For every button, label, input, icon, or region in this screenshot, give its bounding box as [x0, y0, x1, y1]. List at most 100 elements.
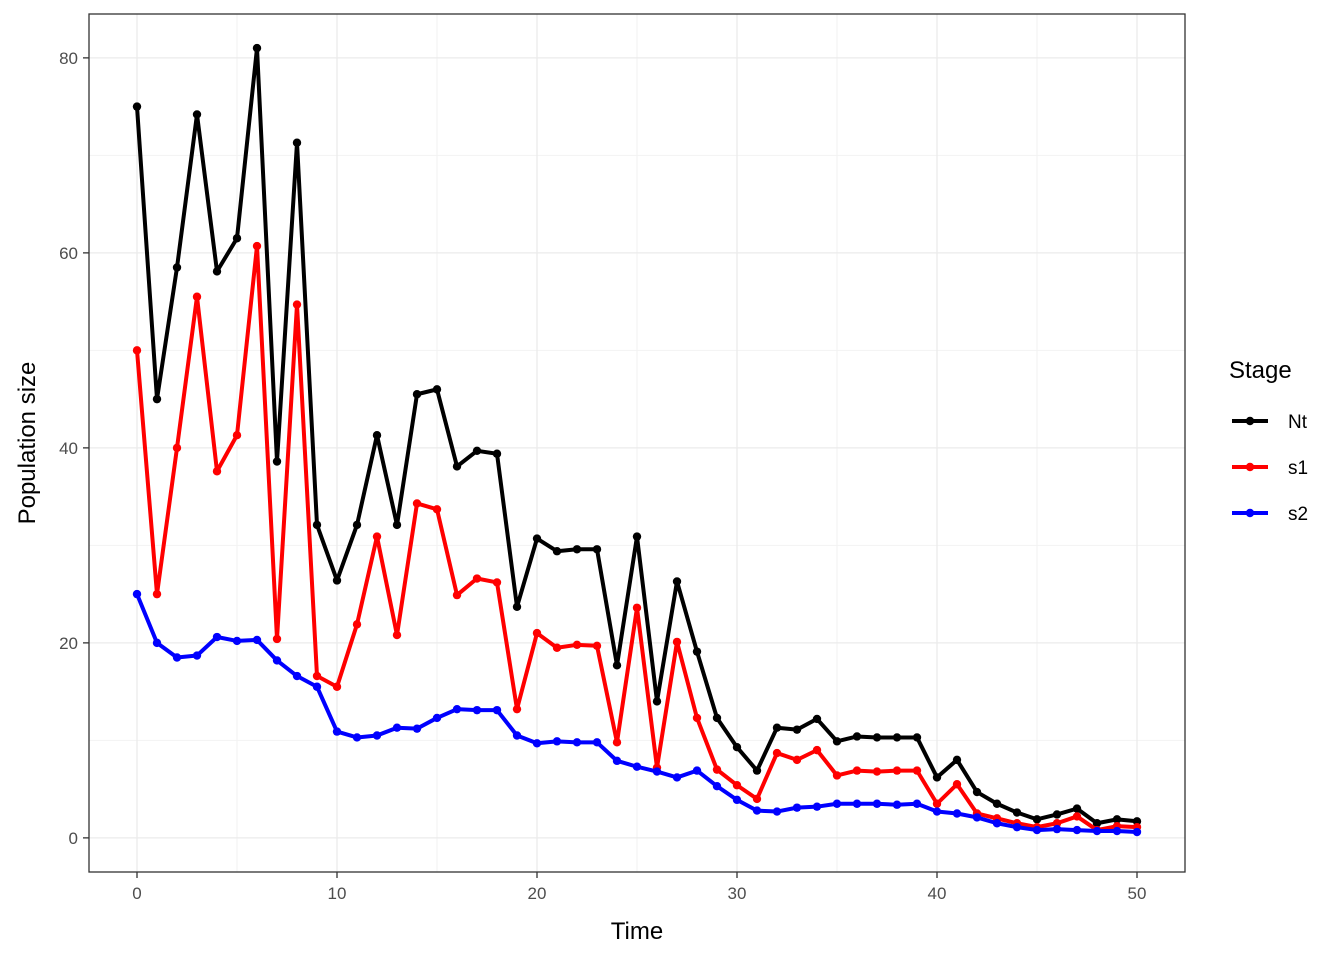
data-point-s1	[472, 574, 482, 583]
data-point-s1	[312, 671, 322, 681]
data-point-nt	[552, 547, 562, 556]
data-point-s1	[932, 799, 942, 808]
data-point-nt	[232, 234, 242, 243]
data-point-nt	[952, 755, 962, 765]
data-point-s2	[712, 782, 722, 791]
y-tick-label: 40	[59, 439, 78, 458]
data-point-nt	[132, 102, 142, 111]
data-point-nt	[692, 647, 702, 656]
data-point-nt	[512, 602, 522, 611]
data-point-s2	[372, 731, 382, 740]
data-point-nt	[1052, 810, 1062, 819]
legend-item-s1: s1	[1232, 458, 1308, 479]
plot-panel-border	[88, 13, 1186, 873]
data-point-nt	[372, 431, 382, 440]
legend-items: Nt s1 s2	[1232, 412, 1308, 525]
data-point-nt	[1132, 817, 1142, 826]
data-point-nt	[1072, 804, 1082, 813]
data-point-s2	[612, 756, 622, 766]
data-point-s2	[812, 802, 822, 811]
legend: Stage Nt s1 s2	[1229, 357, 1308, 525]
data-point-s1	[232, 431, 242, 440]
data-point-s2	[992, 819, 1002, 828]
data-point-s1	[532, 628, 542, 638]
data-point-s1	[912, 766, 922, 775]
data-point-s2	[412, 724, 422, 733]
data-point-s1	[412, 499, 422, 508]
data-point-s2	[272, 656, 282, 665]
data-point-nt	[452, 462, 462, 471]
x-tick-label: 30	[728, 884, 747, 903]
data-point-s2	[1112, 826, 1122, 836]
data-point-s1	[752, 794, 762, 804]
data-point-s1	[272, 634, 282, 644]
data-point-s2	[652, 767, 662, 776]
data-point-s1	[852, 766, 862, 775]
series-layer	[132, 43, 1142, 837]
data-point-s1	[132, 346, 142, 355]
data-point-nt	[652, 697, 662, 706]
legend-key-point	[1245, 508, 1255, 518]
x-tick-label: 0	[132, 884, 141, 903]
data-point-nt	[152, 394, 162, 404]
legend-title: Stage	[1229, 357, 1292, 384]
data-point-s1	[1072, 812, 1082, 821]
y-axis-title: Population size	[14, 362, 41, 525]
data-point-s1	[492, 578, 502, 587]
data-point-nt	[292, 138, 302, 147]
data-point-nt	[412, 390, 422, 399]
data-point-s2	[692, 766, 702, 775]
data-point-nt	[492, 449, 502, 458]
data-point-s2	[472, 705, 482, 715]
x-tick-label: 50	[1128, 884, 1147, 903]
data-point-s2	[252, 635, 262, 645]
data-point-s1	[592, 641, 602, 650]
x-tick-label: 10	[328, 884, 347, 903]
data-point-s1	[732, 781, 742, 790]
y-axis: 0 20 40 60 80	[59, 49, 89, 848]
data-point-s2	[132, 589, 142, 599]
data-point-s2	[552, 737, 562, 746]
data-point-nt	[532, 534, 542, 543]
data-point-s2	[772, 807, 782, 816]
data-point-s1	[152, 589, 162, 599]
data-point-s1	[332, 682, 342, 691]
data-point-s1	[372, 532, 382, 541]
data-point-s2	[952, 809, 962, 818]
data-point-s1	[772, 748, 782, 758]
data-point-s2	[512, 731, 522, 740]
data-point-s2	[172, 653, 182, 662]
x-axis-title: Time	[611, 918, 663, 945]
data-point-nt	[332, 576, 342, 585]
data-point-s2	[212, 632, 222, 642]
x-axis: 0 10 20 30 40 50	[132, 872, 1146, 903]
data-point-s2	[832, 799, 842, 808]
data-point-nt	[1012, 808, 1022, 817]
data-point-s2	[532, 739, 542, 748]
data-point-s2	[592, 738, 602, 747]
data-point-s1	[812, 745, 822, 755]
series-nt	[132, 43, 1142, 828]
data-point-nt	[892, 733, 902, 742]
data-point-s1	[832, 771, 842, 780]
data-point-s2	[792, 803, 802, 812]
data-point-s2	[632, 762, 642, 771]
data-point-s1	[192, 292, 202, 301]
data-point-s1	[432, 505, 442, 514]
data-point-nt	[932, 773, 942, 782]
y-tick-label: 0	[69, 829, 78, 848]
data-point-s1	[692, 713, 702, 723]
data-point-s1	[292, 300, 302, 309]
data-point-s1	[552, 643, 562, 652]
data-point-s2	[192, 651, 202, 660]
data-point-s2	[432, 713, 442, 723]
plot-area	[88, 13, 1186, 873]
legend-label: s1	[1288, 458, 1308, 479]
data-point-s2	[1132, 827, 1142, 837]
data-point-s2	[1032, 825, 1042, 835]
data-point-s2	[752, 806, 762, 815]
data-point-nt	[872, 733, 882, 742]
data-point-nt	[992, 799, 1002, 808]
data-point-s2	[892, 800, 902, 809]
data-point-nt	[972, 787, 982, 797]
